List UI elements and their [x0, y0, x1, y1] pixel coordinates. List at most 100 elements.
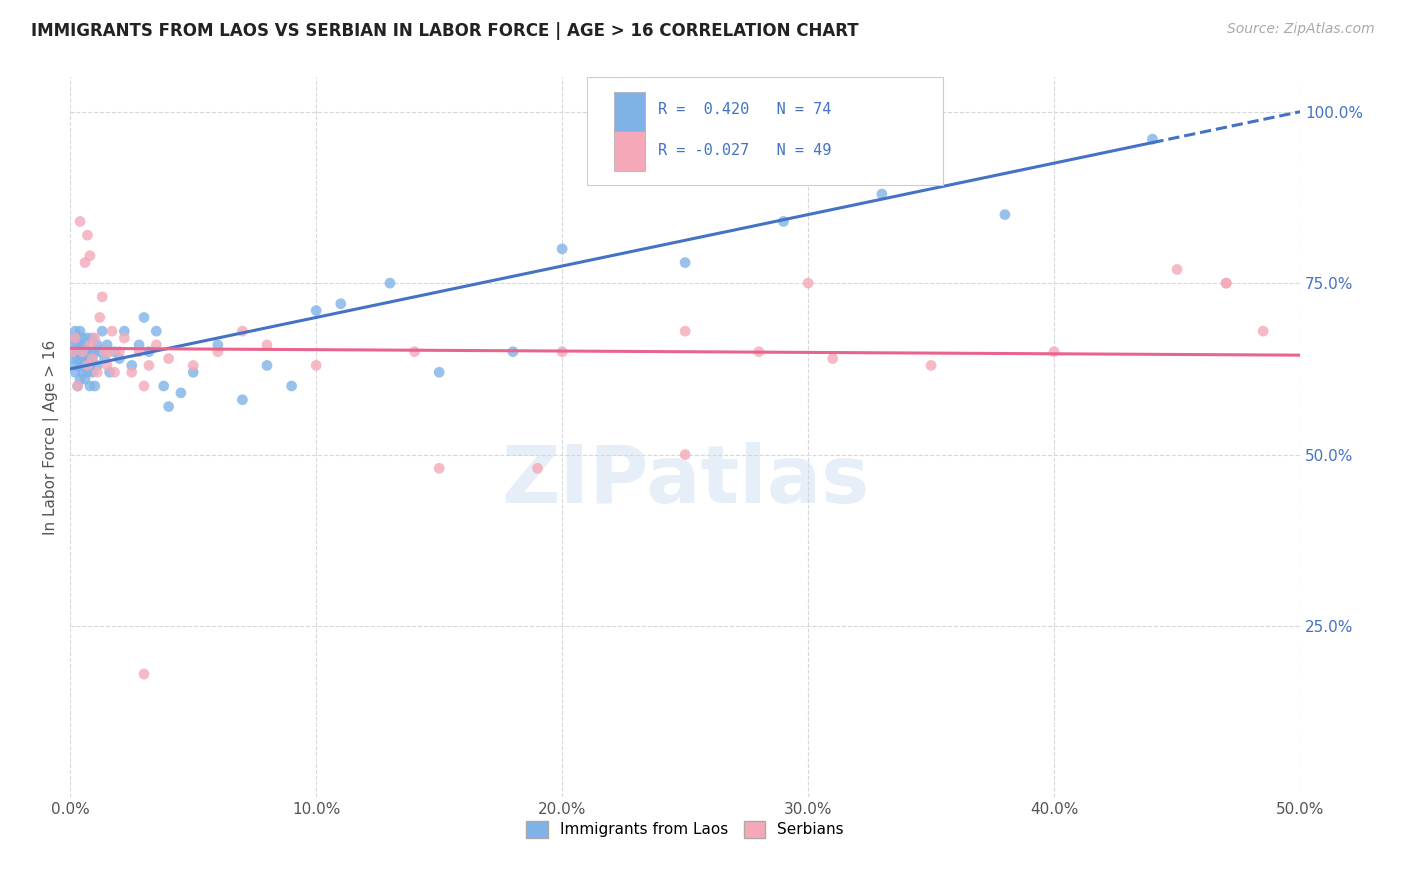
Point [305, 303, 328, 318]
Point [502, 344, 524, 359]
Point [231, 324, 253, 338]
Point [870, 187, 893, 202]
Point [132, 379, 155, 393]
Point [76, 365, 98, 379]
Point [103, 344, 125, 359]
Point [73, 359, 96, 373]
Text: R = -0.027   N = 49: R = -0.027 N = 49 [658, 144, 831, 159]
Text: Source: ZipAtlas.com: Source: ZipAtlas.com [1227, 22, 1375, 37]
Point [994, 208, 1017, 222]
Point [128, 344, 150, 359]
Point [378, 276, 401, 290]
Legend: Immigrants from Laos, Serbians: Immigrants from Laos, Serbians [520, 815, 849, 844]
FancyBboxPatch shape [614, 131, 644, 171]
Point [89, 344, 111, 359]
Point [73, 344, 96, 359]
Point [427, 365, 450, 379]
Point [112, 324, 135, 338]
Point [69, 344, 91, 359]
Point [83, 344, 105, 359]
Text: R =  0.420   N = 74: R = 0.420 N = 74 [658, 103, 831, 118]
Point [101, 324, 124, 338]
Point [256, 338, 278, 352]
Point [63, 338, 86, 352]
Point [132, 667, 155, 681]
Point [76, 228, 98, 243]
Point [132, 310, 155, 325]
Point [86, 365, 108, 379]
Point [82, 331, 104, 345]
Point [103, 365, 125, 379]
Point [69, 359, 91, 373]
Point [66, 338, 89, 352]
Point [76, 331, 98, 345]
Point [72, 344, 94, 359]
Point [72, 331, 94, 345]
Point [231, 392, 253, 407]
Point [128, 338, 150, 352]
Point [93, 344, 115, 359]
Point [305, 359, 328, 373]
Point [72, 338, 94, 352]
Point [673, 324, 696, 338]
Point [69, 372, 91, 386]
Point [91, 324, 114, 338]
Point [86, 338, 108, 352]
Point [526, 461, 548, 475]
Point [66, 351, 89, 366]
Point [79, 344, 101, 359]
Point [329, 297, 352, 311]
Point [1142, 132, 1164, 146]
Point [63, 324, 86, 338]
Point [404, 344, 426, 359]
Point [73, 372, 96, 386]
Point [66, 379, 89, 393]
Point [797, 276, 820, 290]
Point [138, 344, 160, 359]
Point [207, 338, 229, 352]
Point [1215, 276, 1237, 290]
Point [181, 365, 204, 379]
Point [66, 331, 89, 345]
Point [69, 324, 91, 338]
Point [920, 359, 942, 373]
Point [73, 255, 96, 269]
Point [83, 331, 105, 345]
Point [152, 379, 174, 393]
Point [96, 338, 118, 352]
Point [69, 351, 91, 366]
Point [1215, 276, 1237, 290]
Point [1166, 262, 1188, 277]
Point [82, 365, 104, 379]
Point [1043, 344, 1066, 359]
Point [73, 351, 96, 366]
Point [1251, 324, 1274, 338]
Point [121, 359, 143, 373]
Point [62, 351, 84, 366]
Point [83, 379, 105, 393]
Text: IMMIGRANTS FROM LAOS VS SERBIAN IN LABOR FORCE | AGE > 16 CORRELATION CHART: IMMIGRANTS FROM LAOS VS SERBIAN IN LABOR… [31, 22, 859, 40]
Point [91, 290, 114, 304]
Point [138, 359, 160, 373]
Point [112, 331, 135, 345]
Point [72, 351, 94, 366]
FancyBboxPatch shape [586, 78, 943, 186]
Point [72, 344, 94, 359]
Point [76, 351, 98, 366]
Point [76, 359, 98, 373]
Point [772, 214, 794, 228]
Point [157, 351, 180, 366]
Point [82, 351, 104, 366]
Point [673, 255, 696, 269]
Point [62, 344, 84, 359]
Point [181, 359, 204, 373]
Point [121, 365, 143, 379]
Point [79, 338, 101, 352]
Point [256, 359, 278, 373]
Point [145, 338, 167, 352]
Point [551, 344, 574, 359]
Point [673, 448, 696, 462]
Point [66, 379, 89, 393]
Point [82, 351, 104, 366]
Point [63, 331, 86, 345]
